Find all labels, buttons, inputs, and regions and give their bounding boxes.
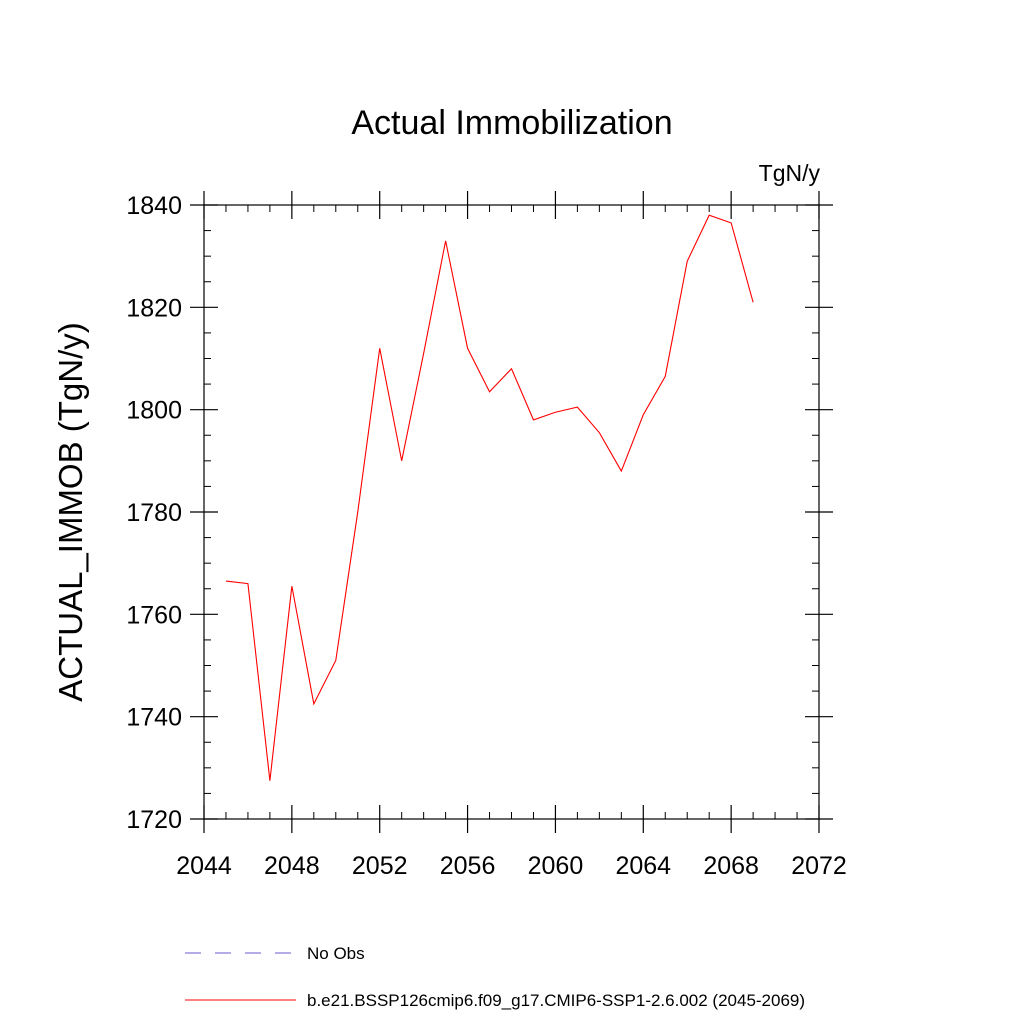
- x-tick-label: 2052: [352, 852, 408, 880]
- y-tick-label: 1760: [126, 601, 182, 629]
- y-axis-label: ACTUAL_IMMOB (TgN/y): [52, 322, 89, 702]
- x-tick-label: 2064: [615, 852, 671, 880]
- legend: No Obs b.e21.BSSP126cmip6.f09_g17.CMIP6-S…: [185, 944, 805, 1010]
- y-tick-label: 1820: [126, 294, 182, 322]
- x-tick-label: 2044: [176, 852, 232, 880]
- plot-frame: [203, 204, 820, 820]
- units-label: TgN/y: [759, 160, 821, 186]
- x-tick-label: 2068: [703, 852, 759, 880]
- x-tick-label: 2056: [440, 852, 496, 880]
- chart-title: Actual Immobilization: [351, 104, 672, 142]
- y-tick-label: 1740: [126, 704, 182, 732]
- y-tick-label: 1720: [126, 806, 182, 834]
- x-tick-label: 2060: [528, 852, 584, 880]
- legend-label: No Obs: [307, 944, 365, 963]
- y-tick-label: 1840: [126, 192, 182, 220]
- y-tick-label: 1800: [126, 397, 182, 425]
- y-tick-label: 1780: [126, 499, 182, 527]
- x-tick-label: 2048: [264, 852, 320, 880]
- legend-label: b.e21.BSSP126cmip6.f09_g17.CMIP6-SSP1-2.…: [307, 991, 805, 1010]
- series-line: [225, 214, 754, 781]
- x-tick-label: 2072: [791, 852, 847, 880]
- axes: 2044 2048 2052 2056 2060 2064 2068 2072 1720 1740…: [126, 191, 847, 880]
- plot-area: [225, 214, 754, 781]
